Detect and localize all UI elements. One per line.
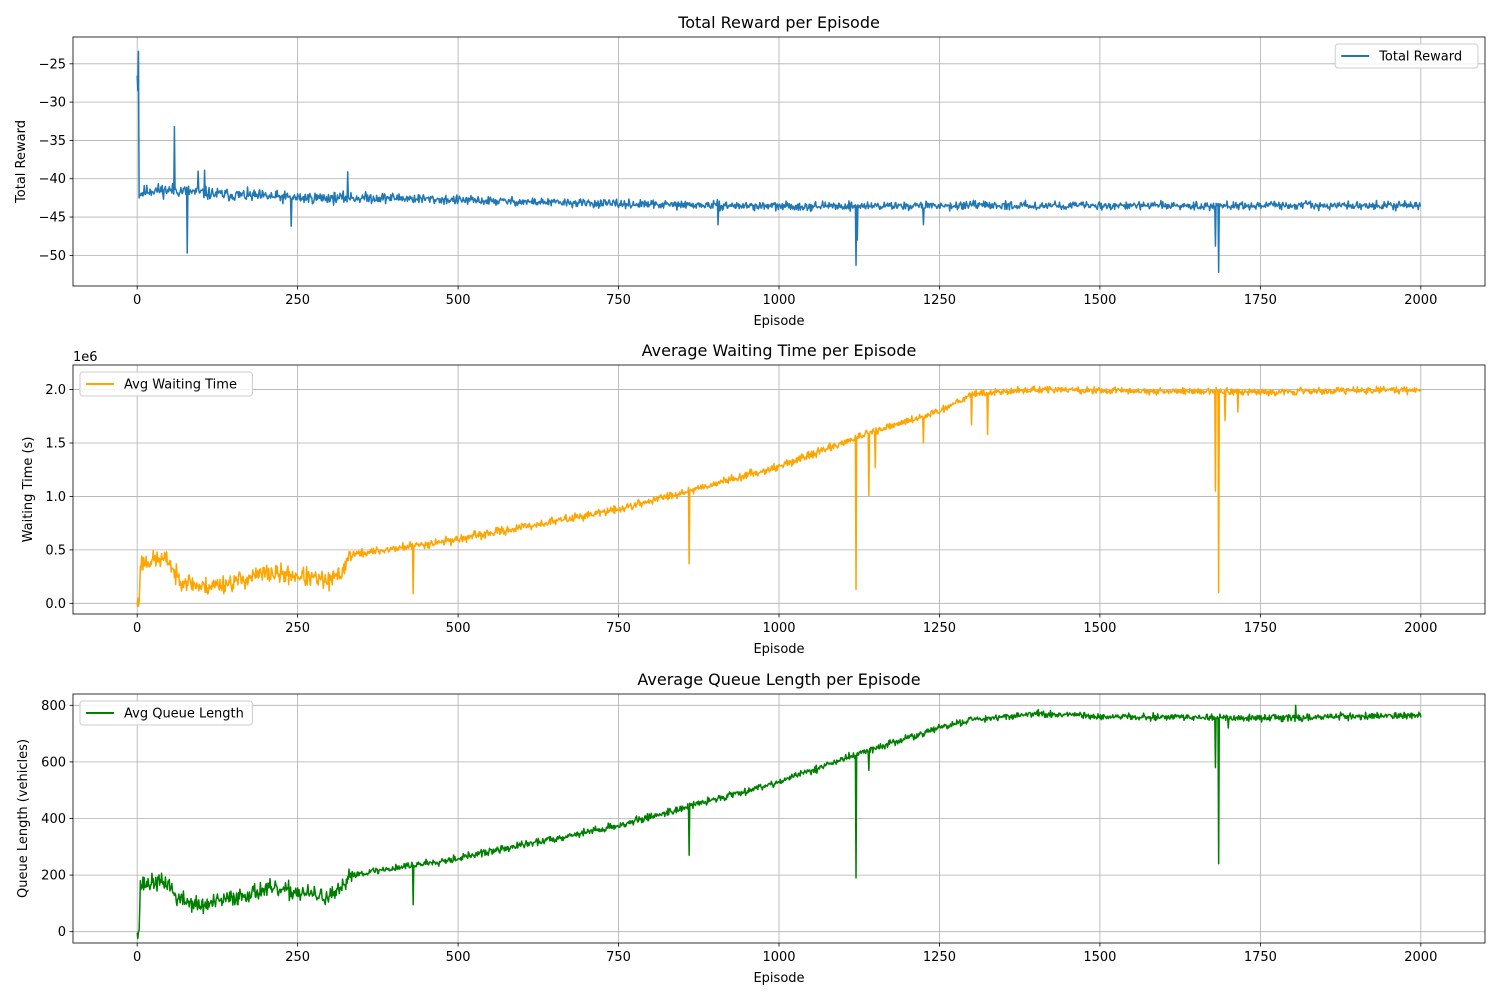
chart-panel-3: 0 250 500 750 1000 1250 1500 1750 2000 0 200 400 600… xyxy=(16,670,1486,986)
x-tick-label: 1500 xyxy=(1083,293,1116,308)
y-tick-label: 2.0 xyxy=(45,383,66,398)
y-tick-label: 800 xyxy=(41,699,66,714)
x-tick-label: 1250 xyxy=(923,621,956,636)
y-tick-label: 1.5 xyxy=(45,437,66,452)
y-tick-label: −40 xyxy=(39,172,66,187)
x-tick-label: 500 xyxy=(446,950,471,965)
y-tick-label: −30 xyxy=(39,96,66,111)
x-axis-label: Episode xyxy=(753,971,804,986)
x-tick-label: 2000 xyxy=(1404,950,1437,965)
y-tick-label: 600 xyxy=(41,755,66,770)
x-axis-label: Episode xyxy=(753,314,804,329)
x-tick-label: 1750 xyxy=(1244,621,1277,636)
chart-panel-2: 0 250 500 750 1000 1250 1500 1750 2000 0.0 0.5 1.0 1… xyxy=(21,341,1486,657)
x-tick-label: 1750 xyxy=(1244,950,1277,965)
x-tick-label: 0 xyxy=(133,621,141,636)
legend-box xyxy=(79,700,253,726)
x-tick-label: 1250 xyxy=(923,950,956,965)
series-line-1 xyxy=(136,385,1422,608)
series-line-1 xyxy=(136,704,1422,940)
x-tick-label: 1500 xyxy=(1083,621,1116,636)
legend: Avg Queue Length xyxy=(79,700,253,726)
y-tick-label: 400 xyxy=(41,812,66,827)
x-tick-label: 1000 xyxy=(762,621,795,636)
x-tick-label: 1750 xyxy=(1244,293,1277,308)
y-tick-label: 1.0 xyxy=(45,490,66,505)
y-axis-label: Total Reward xyxy=(14,120,29,204)
x-tick-label: 250 xyxy=(285,950,310,965)
y-tick-label: −45 xyxy=(39,211,66,226)
series-line-1 xyxy=(136,50,1422,273)
y-tick-label: 200 xyxy=(41,869,66,884)
x-tick-label: 750 xyxy=(606,950,631,965)
x-tick-label: 750 xyxy=(606,621,631,636)
x-tick-label: 500 xyxy=(446,621,471,636)
x-tick-label: 1000 xyxy=(762,950,795,965)
y-tick-label: −50 xyxy=(39,249,66,264)
y-tick-label: 0.5 xyxy=(45,543,66,558)
x-tick-label: 1250 xyxy=(923,293,956,308)
chart-panel-1: 0 250 500 750 1000 1250 1500 1750 2000 −25 −30 −35 −… xyxy=(14,13,1486,329)
x-tick-label: 1500 xyxy=(1083,950,1116,965)
legend-label: Avg Queue Length xyxy=(124,707,244,722)
x-tick-label: 2000 xyxy=(1404,621,1437,636)
x-tick-label: 1000 xyxy=(762,293,795,308)
legend-label: Avg Waiting Time xyxy=(124,378,237,393)
x-tick-label: 0 xyxy=(133,293,141,308)
x-tick-label: 250 xyxy=(285,621,310,636)
legend-label: Total Reward xyxy=(1378,50,1462,65)
y-tick-label: −25 xyxy=(39,57,66,72)
x-tick-label: 500 xyxy=(446,293,471,308)
y-scale-label: 1e6 xyxy=(73,350,98,365)
legend: Avg Waiting Time xyxy=(79,371,253,397)
x-axis-label: Episode xyxy=(753,642,804,657)
x-tick-label: 250 xyxy=(285,293,310,308)
chart-title: Total Reward per Episode xyxy=(677,13,880,32)
x-tick-label: 750 xyxy=(606,293,631,308)
x-tick-label: 2000 xyxy=(1404,293,1437,308)
chart-title: Average Queue Length per Episode xyxy=(637,670,920,689)
y-axis-label: Queue Length (vehicles) xyxy=(16,739,31,898)
legend-box xyxy=(79,371,253,397)
y-tick-label: −35 xyxy=(39,134,66,149)
legend: Total Reward xyxy=(1334,43,1479,69)
y-tick-label: 0 xyxy=(58,925,66,940)
legend-box xyxy=(1334,43,1479,69)
y-axis-label: Waiting Time (s) xyxy=(21,437,36,543)
chart-title: Average Waiting Time per Episode xyxy=(642,341,917,360)
y-tick-label: 0.0 xyxy=(45,597,66,612)
x-tick-label: 0 xyxy=(133,950,141,965)
